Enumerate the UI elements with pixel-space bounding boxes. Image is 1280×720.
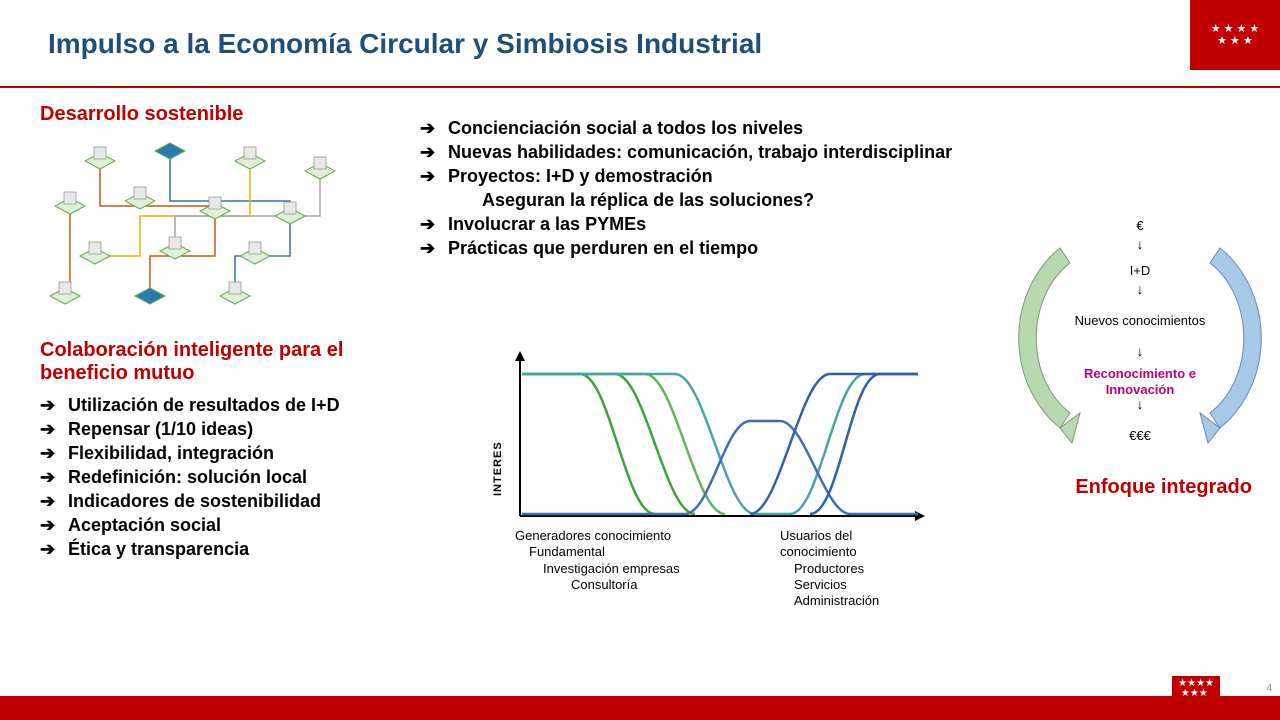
chart-label: Usuarios del conocimiento	[780, 528, 930, 561]
arrow-down-icon: ↓	[1137, 343, 1144, 359]
cycle-caption: Enfoque integrado	[1075, 476, 1252, 499]
cycle-node: I+D	[1060, 263, 1220, 279]
arrow-down-icon: ↓	[1137, 236, 1144, 252]
heading-colaboracion: Colaboración inteligente para el benefic…	[40, 339, 400, 385]
chart-canvas	[500, 346, 930, 526]
chart-label: Investigación empresas	[515, 561, 680, 577]
chart-label: Administración	[780, 593, 930, 609]
chart-right-labels: Usuarios del conocimientoProductoresServ…	[780, 528, 930, 609]
list-item: Involucrar a las PYMEs	[420, 214, 1030, 235]
chart-ylabel: INTERES	[492, 441, 504, 496]
list-item: Utilización de resultados de I+D	[40, 395, 400, 416]
list-item: Aceptación social	[40, 515, 400, 536]
footer-bar	[0, 696, 1280, 720]
innovation-cycle: €↓I+D↓Nuevos conocimientos↓Reconocimient…	[1010, 218, 1270, 518]
chart-label: Consultoría	[515, 577, 680, 593]
isometric-network-diagram	[40, 136, 350, 316]
cycle-node: Reconocimiento e Innovación	[1060, 366, 1220, 399]
page-number: 4	[1266, 683, 1272, 694]
list-sub-item: Aseguran la réplica de las soluciones?	[420, 190, 1030, 211]
chart-label: Productores	[780, 561, 930, 577]
list-item: Repensar (1/10 ideas)	[40, 419, 400, 440]
chart-left-labels: Generadores conocimientoFundamentalInves…	[515, 528, 680, 593]
cycle-node: Nuevos conocimientos	[1060, 313, 1220, 329]
chart-label: Fundamental	[515, 544, 680, 560]
list-item: Concienciación social a todos los nivele…	[420, 118, 1030, 139]
cycle-node: €	[1060, 218, 1220, 234]
stars-icon: ★ ★ ★ ★★ ★ ★	[1211, 23, 1260, 47]
chart-label: Generadores conocimiento	[515, 528, 680, 544]
top-bullet-list: Concienciación social a todos los nivele…	[420, 118, 1030, 262]
madrid-logo: ★ ★ ★ ★★ ★ ★	[1190, 0, 1280, 70]
list-item: Prácticas que perduren en el tiempo	[420, 238, 1030, 259]
cycle-node: €€€	[1060, 428, 1220, 444]
left-column: Desarrollo sostenible Colaboración intel…	[40, 103, 400, 563]
list-item: Redefinición: solución local	[40, 467, 400, 488]
arrow-down-icon: ↓	[1137, 281, 1144, 297]
heading-desarrollo: Desarrollo sostenible	[40, 103, 400, 126]
list-item: Indicadores de sostenibilidad	[40, 491, 400, 512]
interest-chart: INTERES Generadores conocimientoFundamen…	[500, 346, 930, 636]
list-item: Proyectos: I+D y demostración	[420, 166, 1030, 187]
arrow-down-icon: ↓	[1137, 396, 1144, 412]
cycle-arrows	[1010, 218, 1270, 458]
list-item: Flexibilidad, integración	[40, 443, 400, 464]
footer-stars-icon: ★★★★ ★★★	[1172, 676, 1220, 702]
page-title: Impulso a la Economía Circular y Simbios…	[48, 28, 762, 60]
header: Impulso a la Economía Circular y Simbios…	[0, 0, 1280, 88]
content: Desarrollo sostenible Colaboración intel…	[0, 88, 1280, 688]
list-item: Ética y transparencia	[40, 539, 400, 560]
chart-label: Servicios	[780, 577, 930, 593]
left-bullet-list: Utilización de resultados de I+D Repensar…	[40, 395, 400, 560]
list-item: Nuevas habilidades: comunicación, trabaj…	[420, 142, 1030, 163]
